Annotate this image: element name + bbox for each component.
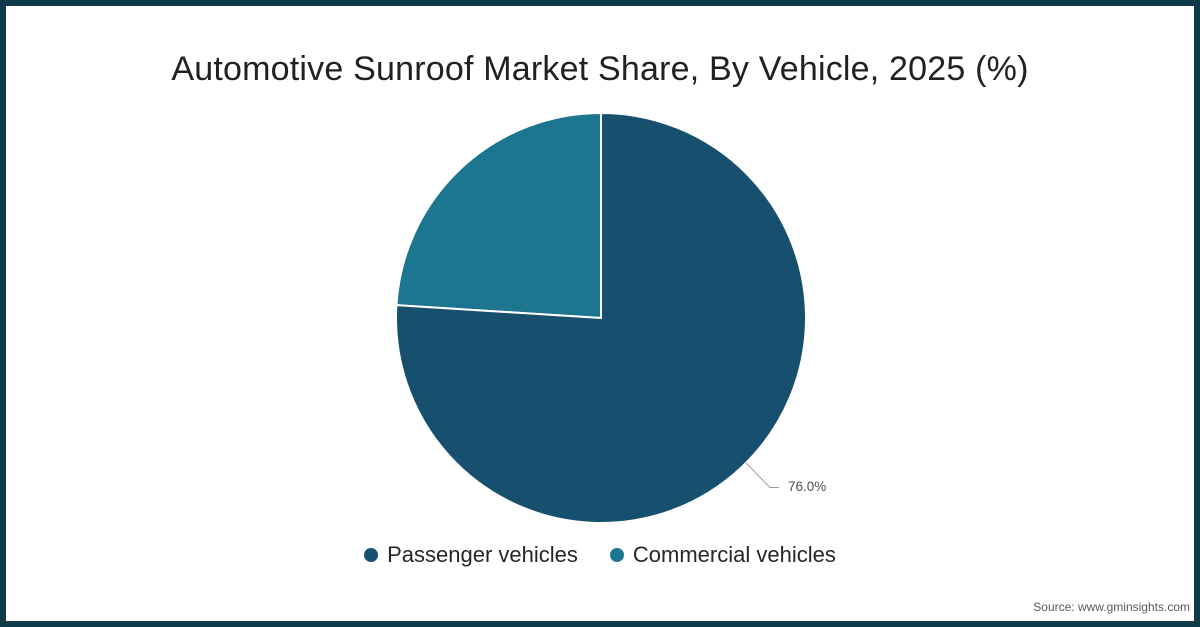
svg-text:76.0%: 76.0% — [788, 479, 826, 494]
